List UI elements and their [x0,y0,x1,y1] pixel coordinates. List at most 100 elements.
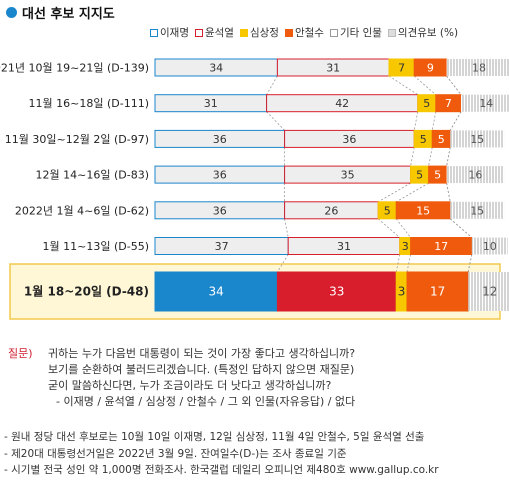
legend-label: 윤석열 [204,27,234,39]
bar-segment [471,237,508,255]
bullet-dot-icon [6,7,17,18]
data-label: 10 [483,240,497,253]
bar-segment [276,271,397,312]
category-label: 11월 16~18일 (D-111) [29,96,149,110]
category-label: 1월 18~20일 (D-48) [24,284,149,299]
data-label: 36 [213,133,227,146]
category-label: 1월 11~13일 (D-55) [43,239,149,253]
chart-title: 대선 후보 지지도 [6,3,115,22]
data-label: 12 [482,285,497,299]
bar-segment [461,94,509,112]
data-label: 36 [213,169,227,182]
connector-line [467,254,473,273]
data-label: 17 [430,285,445,299]
legend-label: 기타 인물 [339,27,382,39]
category-label: 11월 30일~12월 2일 (D-97) [5,132,149,146]
connector-line [395,218,411,238]
connector-line [284,218,289,238]
legend-item-lee: 이재명 [150,25,189,40]
connector-line [431,111,437,131]
question-line: 보기를 순환하여 불러드리겠습니다. (특정인 답하지 않으면 재질문) [48,363,355,376]
category-label: 2022년 1월 4~6일 (D-62) [15,203,149,217]
data-label: 5 [438,133,445,146]
connector-line [413,111,419,131]
legend-swatch [239,28,248,37]
data-label: 42 [335,97,349,110]
connector-line [449,111,462,131]
data-label: 18 [472,62,486,75]
bar-segment [468,272,509,311]
connector-line [377,218,401,238]
data-label: 35 [341,169,355,182]
data-label: 16 [468,169,482,182]
data-label: 31 [337,240,351,253]
data-label: 5 [420,133,427,146]
data-label: 31 [204,97,218,110]
connector-line [277,254,289,273]
footnote: - 제20대 대통령선거일은 2022년 3월 9일. 잔여일수(D-)는 조사… [4,447,347,460]
data-label: 7 [398,62,405,75]
data-label: 9 [427,62,434,75]
legend-label: 의견유보 (%) [397,27,459,39]
question-line: 굳이 말씀하신다면, 누가 조금이라도 더 낫다고 생각하십니까? [48,379,332,392]
chart-title-text: 대선 후보 지지도 [22,7,115,22]
data-label: 7 [445,97,452,110]
bar-segment [450,201,505,219]
connector-line [395,254,401,273]
question-label: 질문) [8,347,33,360]
connector-line [378,182,411,203]
data-label: 36 [213,204,227,217]
survey-question: 질문) 귀하는 누가 다음번 대통령이 되는 것이 가장 좋다고 생각하십니까?… [8,346,355,410]
legend-item-ahn: 안철수 [284,25,324,40]
legend-item-undecided: 의견유보 (%) [387,25,459,40]
legend-item-sim: 심상정 [239,25,279,40]
connector-line [406,254,411,273]
data-label: 37 [215,240,229,253]
bar-segment [450,130,505,148]
connector-line [449,218,473,238]
bar-segment [446,166,505,184]
data-label: 5 [434,169,441,182]
data-label: 36 [342,133,356,146]
legend-swatch [329,28,338,37]
connector-line [428,147,433,167]
connector-line [396,182,429,203]
data-label: 34 [209,62,223,75]
data-label: 5 [384,204,391,217]
connector-line [266,111,285,131]
connector-line [388,75,419,96]
connector-line [266,75,278,95]
connector-line [446,183,451,202]
data-label: 3 [402,240,409,253]
connector-line [413,75,437,96]
data-label: 17 [434,240,448,253]
legend-label: 이재명 [160,27,189,39]
footnote: - 원내 정당 대선 후보로는 10월 10일 이재명, 12일 심상정, 11… [4,431,425,443]
data-label: 15 [416,204,430,217]
connector-line [446,147,451,167]
data-label: 31 [326,62,340,75]
legend-swatch [194,28,203,37]
question-line: 귀하는 누가 다음번 대통령이 되는 것이 가장 좋다고 생각하십니까? [48,347,356,360]
legend-item-other: 기타 인물 [329,25,382,40]
legend-swatch [284,28,293,37]
category-label: 12월 14~16일 (D-83) [36,168,149,182]
legend-label: 안철수 [294,27,324,39]
data-label: 5 [416,169,423,182]
connector-line [410,147,415,167]
legend-label: 심상정 [249,27,279,39]
category-label: 2021년 10월 19~21일 (D-139) [0,61,149,75]
data-label: 26 [324,204,338,217]
data-label: 15 [470,204,484,217]
legend-item-yoon: 윤석열 [194,25,234,40]
data-label: 34 [209,285,224,299]
bar-segment [406,271,469,312]
bar-segment [446,59,509,76]
data-label: 3 [398,285,406,299]
connector-line [446,75,462,95]
data-label: 33 [329,285,344,299]
connector-line [449,111,462,131]
legend-swatch [150,28,158,37]
data-label: 5 [423,97,430,110]
